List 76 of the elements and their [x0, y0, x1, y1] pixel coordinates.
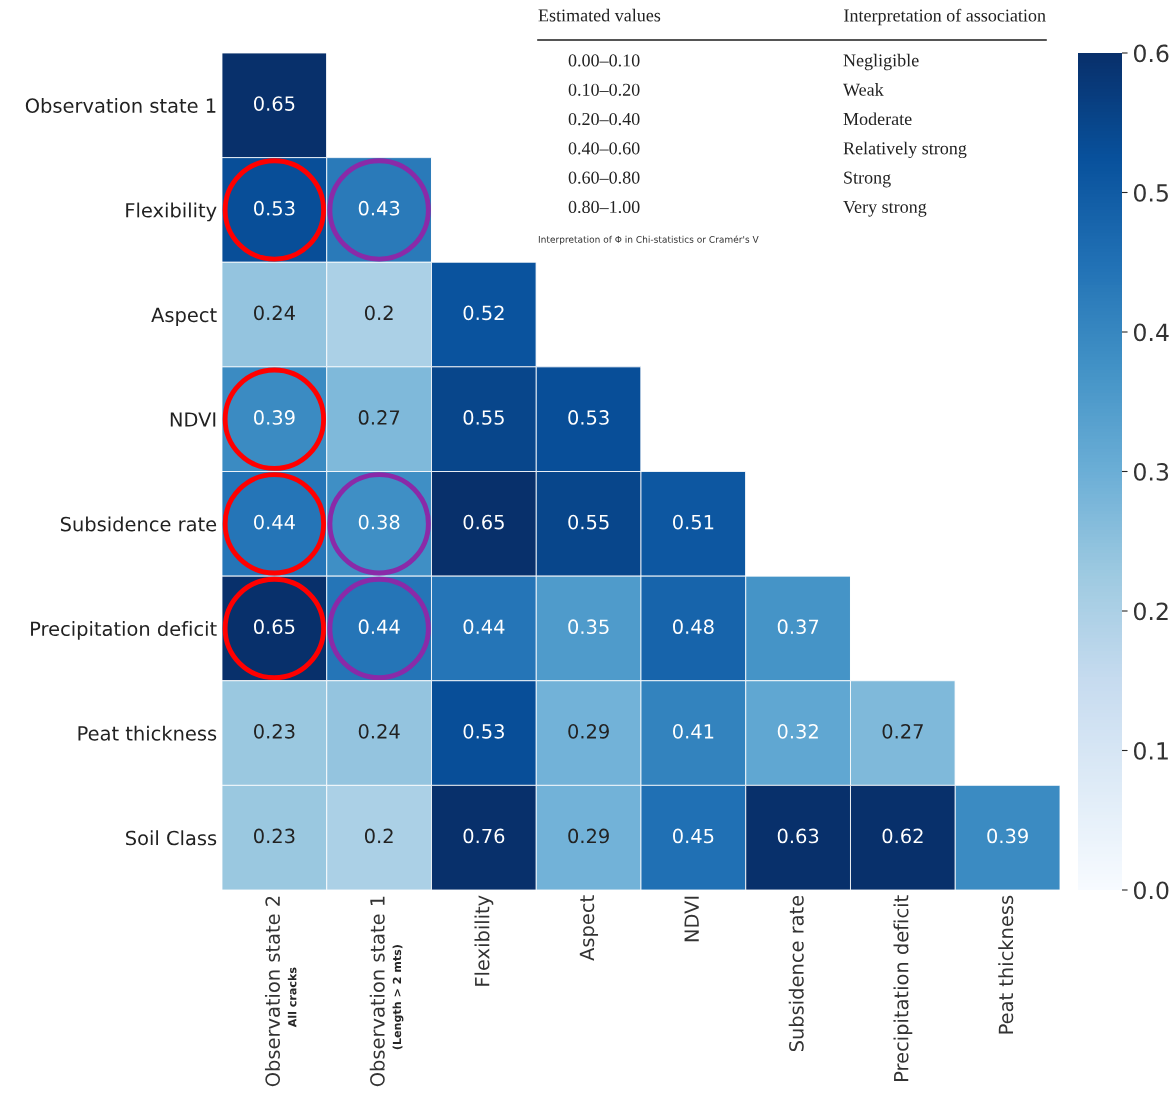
data-label: 0.41 — [673, 724, 714, 739]
y-tick-label: Aspect — [151, 307, 217, 326]
color-bar-label: 0.6 — [1133, 44, 1169, 63]
data-label: 0.65 — [254, 619, 295, 635]
y-tick-label: Precipitation deficit — [31, 621, 217, 640]
annotation: 0.80–1.00 — [568, 200, 640, 214]
annotation: Interpretation of Φ in Chi-statistics or Cramér's V — [538, 235, 759, 245]
data-label: 0.44 — [463, 619, 505, 635]
data-label: 0.27 — [358, 410, 400, 425]
data-label: 0.55 — [568, 514, 609, 530]
annotation: 0.10–0.20 — [568, 83, 640, 96]
annotation: Strong — [844, 171, 891, 188]
data-label: 0.32 — [777, 724, 818, 739]
y-tick-label: Peat thickness — [78, 725, 217, 741]
y-tick-label: Flexibility — [126, 202, 217, 222]
text: (Length > 2 mts) — [392, 945, 404, 1050]
annotation: Relatively strong — [843, 141, 967, 159]
data-label: 0.48 — [673, 619, 714, 635]
data-label: 0.65 — [463, 514, 504, 530]
text: All cracks — [287, 967, 297, 1028]
data-label: 0.55 — [463, 410, 504, 425]
data-label: 0.23 — [254, 724, 295, 739]
text: Interpretation of association — [844, 8, 1046, 26]
data-label: 0.45 — [673, 828, 714, 844]
color-bar-label: 0.0 — [1133, 881, 1169, 900]
annotation: 0.20–0.40 — [568, 112, 640, 126]
data-label: 0.29 — [568, 724, 609, 739]
annotation: Negligible — [843, 53, 919, 71]
x-tick-label: Observation state 1 — [369, 896, 385, 1087]
data-label: 0.23 — [254, 828, 295, 844]
x-tick-label: Precipitation deficit — [893, 895, 913, 1081]
data-label: 0.44 — [358, 619, 400, 635]
y-tick-label: Observation state 1 — [25, 97, 216, 113]
text: Estimated values — [538, 8, 661, 22]
color-bar-label: 0.2 — [1133, 602, 1168, 621]
data-label: 0.52 — [463, 305, 504, 321]
data-label: 0.53 — [568, 410, 609, 425]
data-label: 0.39 — [254, 410, 295, 425]
data-label: 0.29 — [568, 828, 609, 844]
annotation: 0.60–0.80 — [568, 171, 640, 184]
y-tick-label: NDVI — [170, 412, 216, 427]
color-bar-label: 0.3 — [1133, 462, 1169, 481]
x-tick-label: Flexibility — [474, 895, 494, 986]
data-label: 0.63 — [777, 828, 819, 844]
annotation: Very strong — [843, 200, 927, 217]
data-label: 0.2 — [364, 828, 393, 844]
data-label: 0.37 — [777, 619, 819, 635]
x-tick-label: Subsidence rate — [788, 895, 804, 1052]
color-bar-label: 0.4 — [1133, 323, 1169, 342]
data-label: 0.38 — [358, 514, 400, 530]
data-label: 0.24 — [254, 305, 295, 321]
data-label: 0.35 — [568, 619, 609, 635]
color-bar-label: 0.1 — [1133, 741, 1168, 760]
data-label: 0.53 — [254, 200, 295, 216]
annotation: 0.40–0.60 — [568, 142, 640, 155]
data-label: 0.2 — [364, 305, 393, 321]
y-tick-label: Soil Class — [126, 830, 217, 846]
color-bar-label: 0.5 — [1133, 183, 1168, 202]
data-label: 0.65 — [254, 96, 295, 111]
data-label: 0.27 — [882, 724, 923, 739]
data-label: 0.39 — [987, 828, 1028, 844]
x-tick-label: Aspect — [579, 895, 599, 961]
data-label: 0.24 — [358, 724, 400, 739]
annotation: Weak — [843, 83, 884, 96]
x-tick-label: NDVI — [684, 896, 699, 942]
data-label: 0.62 — [882, 828, 923, 844]
x-tick-label: Observation state 2 — [264, 896, 281, 1087]
x-tick-label: Peat thickness — [998, 895, 1014, 1034]
data-label: 0.76 — [463, 828, 505, 844]
y-tick-label: Subsidence rate — [60, 516, 217, 532]
data-label: 0.51 — [673, 514, 714, 530]
annotation: 0.00–0.10 — [568, 54, 640, 67]
data-label: 0.44 — [254, 514, 295, 530]
data-label: 0.43 — [358, 200, 400, 216]
data-label: 0.53 — [463, 724, 504, 739]
annotation: Moderate — [843, 112, 912, 126]
